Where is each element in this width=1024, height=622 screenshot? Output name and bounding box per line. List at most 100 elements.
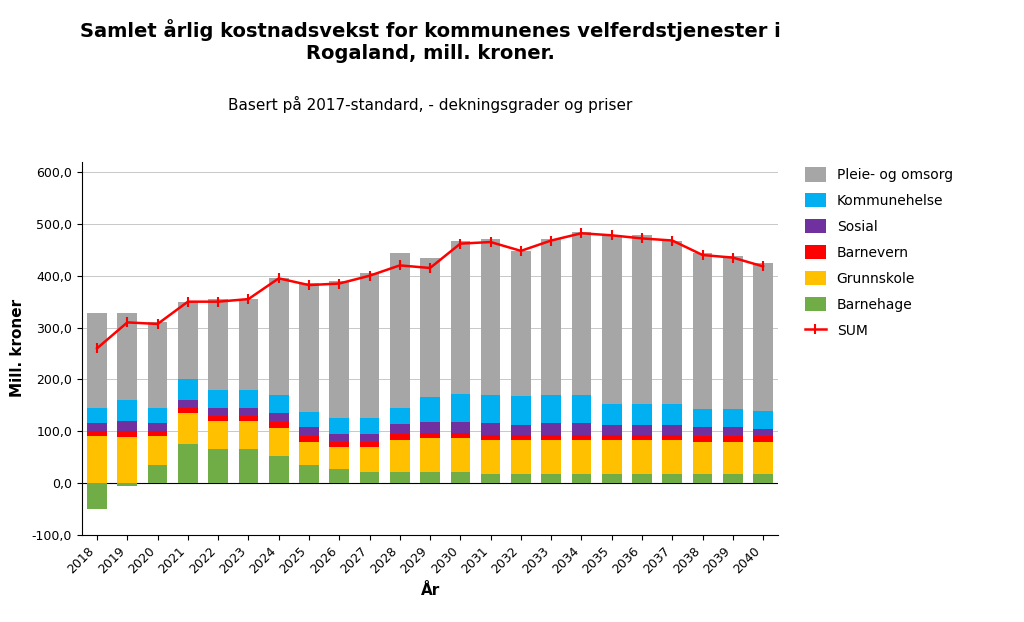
Bar	[330, 447, 349, 468]
SUM	[484, 238, 497, 246]
Bar	[754, 429, 773, 437]
Bar	[299, 437, 318, 442]
Bar	[359, 471, 379, 483]
Bar	[208, 299, 228, 390]
Bar	[178, 379, 198, 400]
Bar	[420, 397, 440, 422]
Bar	[481, 440, 501, 474]
Bar	[239, 408, 258, 415]
Text: Basert på 2017-standard, - dekningsgrader og priser: Basert på 2017-standard, - dekningsgrade…	[228, 96, 632, 113]
Bar	[118, 313, 137, 400]
Bar	[692, 474, 713, 483]
Bar	[118, 421, 137, 431]
SUM	[243, 295, 255, 303]
Bar	[511, 396, 530, 424]
SUM	[91, 345, 103, 352]
Bar	[390, 471, 410, 483]
Bar	[754, 411, 773, 429]
Bar	[511, 435, 530, 440]
Bar	[178, 400, 198, 408]
Legend: Pleie- og omsorg, Kommunehelse, Sosial, Barnevern, Grunnskole, Barnehage, SUM: Pleie- og omsorg, Kommunehelse, Sosial, …	[799, 162, 958, 343]
SUM	[181, 298, 194, 305]
SUM	[121, 318, 133, 326]
Bar	[118, 400, 137, 421]
Bar	[269, 413, 289, 422]
SUM	[605, 231, 617, 239]
Bar	[481, 435, 501, 440]
Bar	[602, 424, 622, 435]
Bar	[87, 431, 106, 437]
Bar	[359, 273, 379, 418]
Bar	[87, 437, 106, 483]
Bar	[542, 435, 561, 440]
Bar	[632, 435, 652, 440]
Bar	[451, 394, 470, 422]
Bar	[390, 440, 410, 471]
Bar	[754, 262, 773, 411]
SUM	[696, 251, 709, 259]
Bar	[663, 440, 682, 474]
Bar	[571, 424, 591, 435]
Bar	[692, 254, 713, 409]
Bar	[451, 438, 470, 471]
Bar	[239, 299, 258, 390]
Bar	[723, 427, 742, 437]
SUM	[757, 262, 769, 270]
Bar	[87, 424, 106, 431]
Bar	[663, 241, 682, 404]
Bar	[359, 418, 379, 434]
Bar	[542, 424, 561, 435]
Bar	[602, 474, 622, 483]
Bar	[147, 465, 168, 483]
Bar	[692, 427, 713, 437]
Bar	[390, 409, 410, 424]
Bar	[420, 258, 440, 397]
Bar	[208, 408, 228, 415]
Bar	[330, 281, 349, 418]
Bar	[118, 431, 137, 437]
SUM	[364, 272, 376, 279]
Bar	[542, 395, 561, 424]
Bar	[239, 390, 258, 408]
Bar	[602, 435, 622, 440]
Bar	[87, 408, 106, 424]
Bar	[239, 415, 258, 421]
SUM	[272, 275, 285, 282]
Y-axis label: Mill. kroner: Mill. kroner	[10, 299, 25, 397]
SUM	[545, 237, 557, 244]
Bar	[663, 424, 682, 435]
SUM	[152, 320, 164, 328]
Bar	[481, 239, 501, 395]
SUM	[212, 298, 224, 305]
SUM	[333, 280, 345, 287]
Bar	[208, 449, 228, 483]
SUM	[727, 254, 739, 261]
Bar	[723, 437, 742, 442]
Bar	[481, 395, 501, 424]
Bar	[147, 437, 168, 465]
Bar	[692, 442, 713, 474]
Bar	[663, 404, 682, 424]
Bar	[299, 465, 318, 483]
Bar	[632, 474, 652, 483]
Bar	[632, 440, 652, 474]
Bar	[359, 447, 379, 471]
Bar	[632, 404, 652, 424]
Bar	[178, 444, 198, 483]
Bar	[602, 235, 622, 404]
Bar	[723, 474, 742, 483]
Text: Samlet årlig kostnadsvekst for kommunenes velferdstjenester i
Rogaland, mill. kr: Samlet årlig kostnadsvekst for kommunene…	[80, 19, 780, 63]
Bar	[87, 483, 106, 509]
Bar	[632, 235, 652, 404]
Bar	[299, 412, 318, 427]
Bar	[359, 434, 379, 442]
Bar	[451, 241, 470, 394]
SUM	[575, 230, 588, 237]
Bar	[723, 409, 742, 427]
SUM	[303, 281, 315, 289]
SUM	[424, 264, 436, 272]
Bar	[571, 474, 591, 483]
SUM	[667, 237, 679, 244]
Bar	[571, 395, 591, 424]
Bar	[330, 442, 349, 447]
